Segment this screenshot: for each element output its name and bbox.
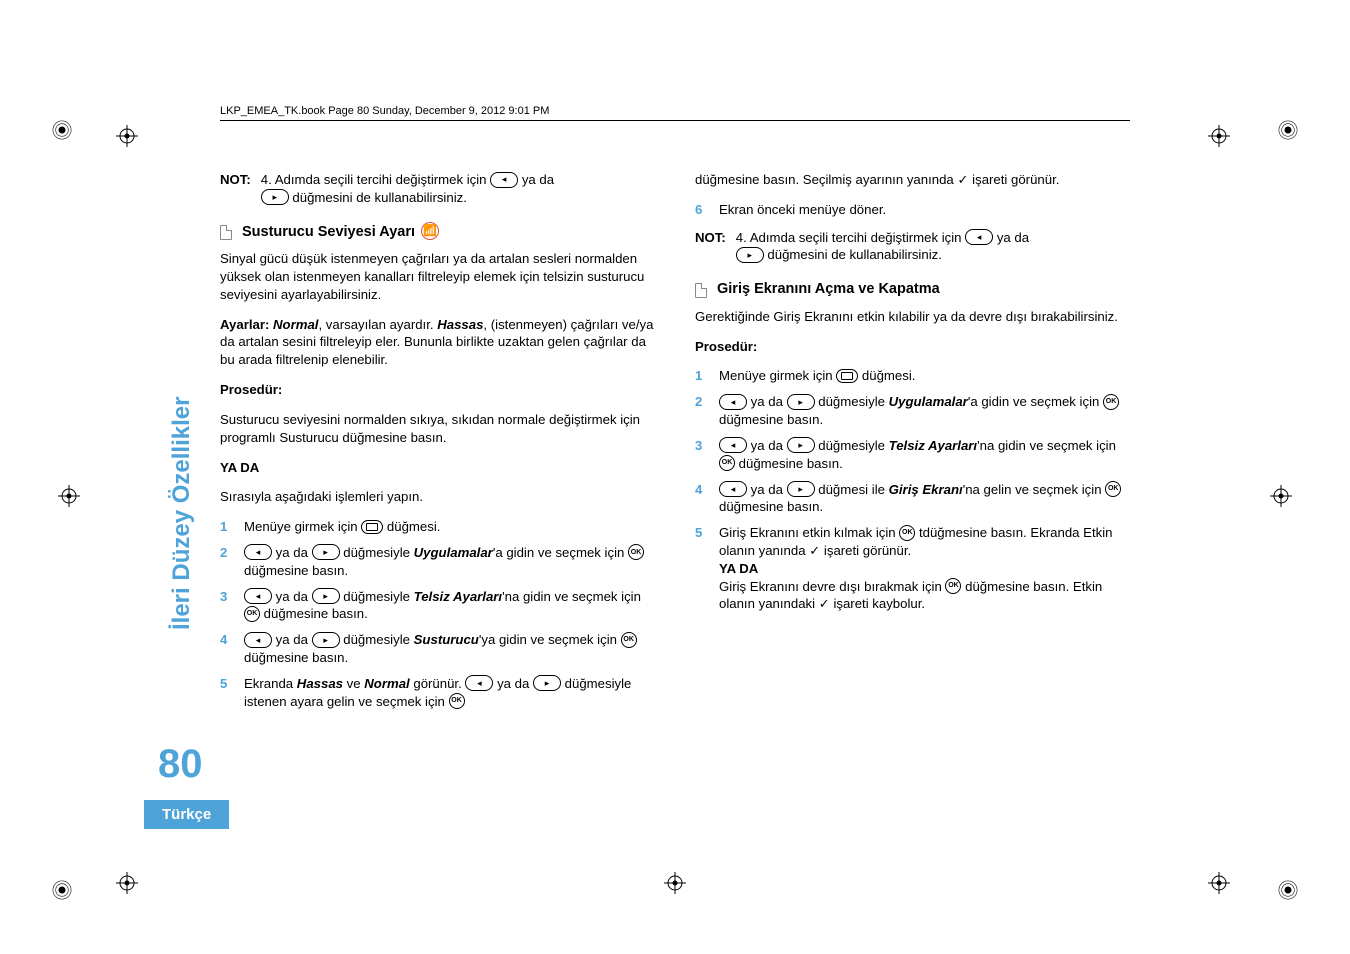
step-1: 1 Menüye girmek için düğmesi. [695,367,1130,385]
left-arrow-icon: ◂ [719,394,747,410]
reg-mark-icon [1274,116,1302,144]
left-arrow-icon: ◂ [465,675,493,691]
ok-button-icon: OK [449,693,465,709]
step-1: 1 Menüye girmek için düğmesi. [220,518,655,536]
section-sidebar: İleri Düzey Özellikler [168,77,196,310]
right-arrow-icon: ▸ [736,247,764,263]
step-4: 4 ◂ ya da ▸ düğmesi ile Giriş Ekranı'na … [695,481,1130,517]
crosshair-icon [664,872,686,894]
right-arrow-icon: ▸ [312,632,340,648]
crosshair-icon [116,125,138,147]
step-2: 2 ◂ ya da ▸ düğmesiyle Uygulamalar'a gid… [695,393,1130,429]
section-title-squelch: Susturucu Seviyesi Ayarı 📶 [220,223,655,243]
reg-mark-icon [48,876,76,904]
menu-button-icon [836,369,858,383]
step-3: 3 ◂ ya da ▸ düğmesiyle Telsiz Ayarları'n… [220,588,655,624]
ok-button-icon: OK [899,525,915,541]
procedure-title: Prosedür: [220,381,655,399]
procedure-title: Prosedür: [695,338,1130,356]
right-arrow-icon: ▸ [787,394,815,410]
left-arrow-icon: ◂ [244,544,272,560]
step-6: 6 Ekran önceki menüye döner. [695,201,1130,219]
ok-button-icon: OK [1105,481,1121,497]
procedure-text: Susturucu seviyesini normalden sıkıya, s… [220,411,655,447]
left-arrow-icon: ◂ [490,172,518,188]
page-icon [695,283,707,298]
step-2: 2 ◂ ya da ▸ düğmesiyle Uygulamalar'a gid… [220,544,655,580]
note-text: 4. Adımda seçili tercihi değiştirmek içi… [261,171,554,207]
page-header: LKP_EMEA_TK.book Page 80 Sunday, Decembe… [220,105,549,117]
right-arrow-icon: ▸ [261,189,289,205]
left-arrow-icon: ◂ [244,632,272,648]
section-para: Ayarlar: Normal, varsayılan ayardır. Has… [220,316,655,369]
left-column: NOT: 4. Adımda seçili tercihi değiştirme… [220,171,655,718]
crosshair-icon [116,872,138,894]
signal-icon: 📶 [421,222,439,240]
left-arrow-icon: ◂ [719,481,747,497]
step-5: 5 Giriş Ekranını etkin kılmak için OK td… [695,524,1130,613]
right-arrow-icon: ▸ [312,588,340,604]
reg-mark-icon [1274,876,1302,904]
ok-button-icon: OK [621,632,637,648]
right-arrow-icon: ▸ [312,544,340,560]
right-column: düğmesine basın. Seçilmiş ayarının yanın… [695,171,1130,718]
menu-button-icon [361,520,383,534]
note-label: NOT: [220,171,251,207]
note-text: 4. Adımda seçili tercihi değiştirmek içi… [736,229,1029,265]
step-3: 3 ◂ ya da ▸ düğmesiyle Telsiz Ayarları'n… [695,437,1130,473]
left-arrow-icon: ◂ [244,588,272,604]
ok-button-icon: OK [719,455,735,471]
page-number: 80 [158,742,203,787]
note-label: NOT: [695,229,726,265]
crosshair-icon [1208,125,1230,147]
section-title-splash: Giriş Ekranını Açma ve Kapatma [695,280,1130,300]
or-label: YA DA [220,459,655,477]
ok-button-icon: OK [628,544,644,560]
crosshair-icon [58,485,80,507]
right-arrow-icon: ▸ [787,481,815,497]
crosshair-icon [1270,485,1292,507]
section-para: Sinyal gücü düşük istenmeyen çağrıları y… [220,250,655,303]
page-icon [220,225,232,240]
section-para: Gerektiğinde Giriş Ekranını etkin kılabi… [695,308,1130,326]
ok-button-icon: OK [945,578,961,594]
procedure-text: Sırasıyla aşağıdaki işlemleri yapın. [220,488,655,506]
right-arrow-icon: ▸ [533,675,561,691]
left-arrow-icon: ◂ [965,229,993,245]
ok-button-icon: OK [244,606,260,622]
language-tab: Türkçe [144,800,229,829]
right-arrow-icon: ▸ [787,437,815,453]
ok-button-icon: OK [1103,394,1119,410]
step-4: 4 ◂ ya da ▸ düğmesiyle Susturucu'ya gidi… [220,631,655,667]
reg-mark-icon [48,116,76,144]
left-arrow-icon: ◂ [719,437,747,453]
page-frame: LKP_EMEA_TK.book Page 80 Sunday, Decembe… [220,120,1130,810]
crosshair-icon [1208,872,1230,894]
step-5: 5 Ekranda Hassas ve Normal görünür. ◂ ya… [220,675,655,711]
continuation-text: düğmesine basın. Seçilmiş ayarının yanın… [695,171,1130,189]
